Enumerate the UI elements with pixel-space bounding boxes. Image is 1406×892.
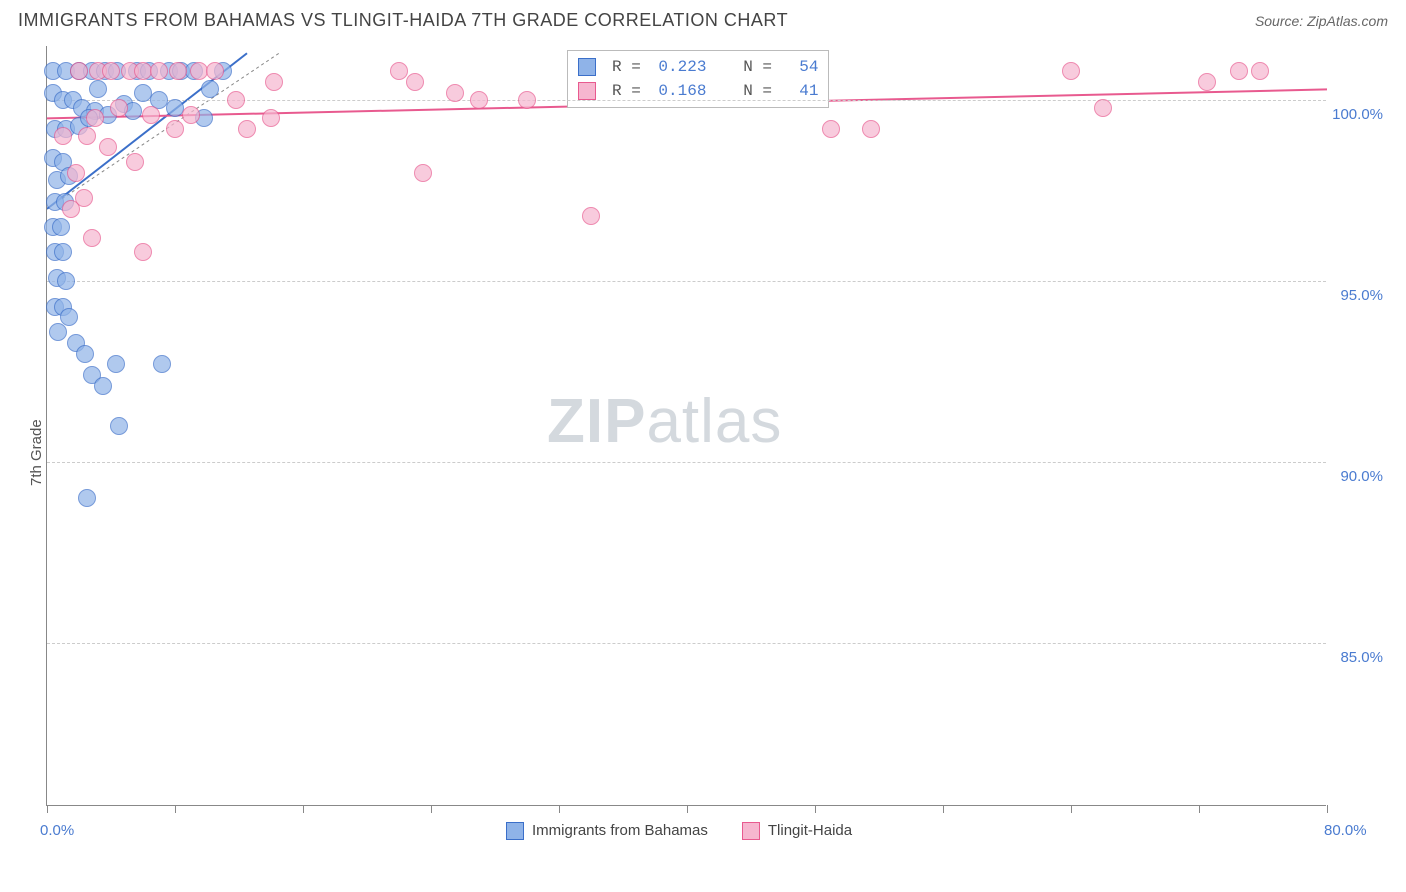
scatter-point <box>49 323 67 341</box>
scatter-point <box>67 164 85 182</box>
scatter-point <box>62 200 80 218</box>
scatter-point <box>1198 73 1216 91</box>
chart-title: IMMIGRANTS FROM BAHAMAS VS TLINGIT-HAIDA… <box>18 10 788 31</box>
correlation-row: R = 0.223 N = 54 <box>578 55 818 79</box>
scatter-point <box>86 109 104 127</box>
scatter-point <box>1062 62 1080 80</box>
x-min-label: 0.0% <box>40 822 74 839</box>
scatter-point <box>99 138 117 156</box>
scatter-point <box>57 272 75 290</box>
legend-item: Immigrants from Bahamas <box>506 822 708 840</box>
x-tick <box>687 805 688 813</box>
watermark-atlas: atlas <box>646 387 782 456</box>
scatter-point <box>1230 62 1248 80</box>
scatter-point <box>406 73 424 91</box>
x-tick <box>1071 805 1072 813</box>
scatter-point <box>76 345 94 363</box>
scatter-point <box>83 229 101 247</box>
scatter-point <box>518 91 536 109</box>
x-tick <box>559 805 560 813</box>
x-tick <box>815 805 816 813</box>
x-tick <box>1327 805 1328 813</box>
scatter-point <box>94 377 112 395</box>
x-tick <box>47 805 48 813</box>
scatter-point <box>470 91 488 109</box>
scatter-point <box>142 106 160 124</box>
scatter-point <box>78 127 96 145</box>
scatter-point <box>52 218 70 236</box>
scatter-point <box>390 62 408 80</box>
scatter-point <box>153 355 171 373</box>
x-tick <box>431 805 432 813</box>
scatter-point <box>126 153 144 171</box>
chart-container: 7th Grade ZIPatlas R = 0.223 N = 54R = 0… <box>46 46 1386 836</box>
scatter-point <box>60 308 78 326</box>
plot-area: ZIPatlas R = 0.223 N = 54R = 0.168 N = 4… <box>46 46 1326 806</box>
scatter-point <box>182 106 200 124</box>
scatter-point <box>414 164 432 182</box>
scatter-point <box>262 109 280 127</box>
x-tick <box>1199 805 1200 813</box>
scatter-point <box>582 207 600 225</box>
scatter-point <box>862 120 880 138</box>
legend-item: Tlingit-Haida <box>742 822 852 840</box>
scatter-point <box>78 489 96 507</box>
scatter-point <box>134 243 152 261</box>
gridline <box>47 462 1326 463</box>
scatter-point <box>54 243 72 261</box>
gridline <box>47 281 1326 282</box>
scatter-point <box>1251 62 1269 80</box>
watermark: ZIPatlas <box>547 386 782 457</box>
scatter-point <box>54 127 72 145</box>
scatter-point <box>238 120 256 138</box>
y-tick-label: 100.0% <box>1323 106 1383 123</box>
series-legend: Immigrants from Bahamas Tlingit-Haida <box>506 822 852 840</box>
scatter-point <box>166 120 184 138</box>
watermark-zip: ZIP <box>547 387 646 456</box>
scatter-point <box>1094 99 1112 117</box>
scatter-point <box>110 417 128 435</box>
scatter-point <box>265 73 283 91</box>
gridline <box>47 643 1326 644</box>
x-max-label: 80.0% <box>1324 822 1367 839</box>
x-tick <box>175 805 176 813</box>
scatter-point <box>446 84 464 102</box>
scatter-point <box>201 80 219 98</box>
scatter-point <box>110 99 128 117</box>
y-tick-label: 85.0% <box>1323 649 1383 666</box>
regression-layer <box>47 46 1327 806</box>
y-tick-label: 90.0% <box>1323 468 1383 485</box>
y-axis-title: 7th Grade <box>28 419 45 486</box>
source-label: Source: ZipAtlas.com <box>1255 13 1388 29</box>
scatter-point <box>227 91 245 109</box>
scatter-point <box>822 120 840 138</box>
scatter-point <box>107 355 125 373</box>
x-tick <box>303 805 304 813</box>
chart-header: IMMIGRANTS FROM BAHAMAS VS TLINGIT-HAIDA… <box>0 0 1406 37</box>
y-tick-label: 95.0% <box>1323 287 1383 304</box>
scatter-point <box>89 80 107 98</box>
x-tick <box>943 805 944 813</box>
